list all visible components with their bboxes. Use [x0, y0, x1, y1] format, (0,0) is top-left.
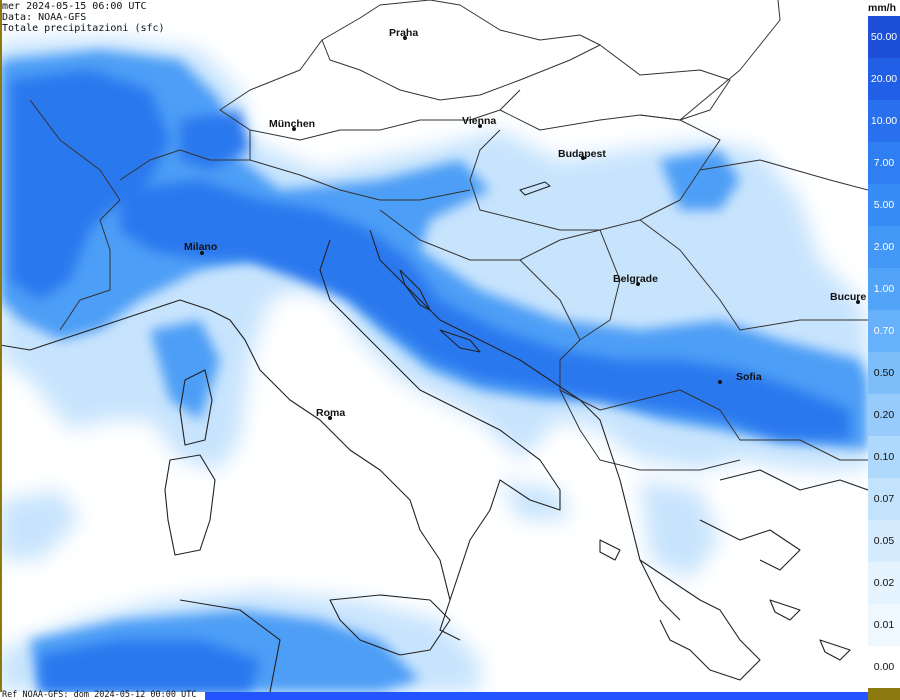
city-label-roma: Roma — [316, 407, 345, 419]
city-dot-sofia — [718, 380, 722, 384]
city-dot-bucure — [856, 300, 860, 304]
legend-level-50-00: 50.00 — [868, 16, 900, 58]
field-name: Totale precipitazioni (sfc) — [2, 23, 165, 34]
city-label-praha: Praha — [389, 27, 418, 39]
legend-level-20-00: 20.00 — [868, 58, 900, 100]
legend-level-0-07: 0.07 — [868, 478, 900, 520]
legend-level-0-10: 0.10 — [868, 436, 900, 478]
legend-level-0-05: 0.05 — [868, 520, 900, 562]
legend-level-0-50: 0.50 — [868, 352, 900, 394]
legend-level-0-02: 0.02 — [868, 562, 900, 604]
left-frame-strip — [0, 0, 2, 700]
footer-corner — [868, 688, 900, 700]
legend-level-7-00: 7.00 — [868, 142, 900, 184]
city-dot-munchen — [292, 127, 296, 131]
precipitation-map: Praha München Vienna Budapest Milano Bel… — [0, 0, 868, 692]
footer-bar — [0, 692, 900, 700]
city-dot-praha — [403, 36, 407, 40]
city-dot-roma — [328, 416, 332, 420]
city-dot-budapest — [581, 156, 585, 160]
city-markers: Praha München Vienna Budapest Milano Bel… — [184, 27, 866, 420]
coastlines — [0, 181, 868, 692]
legend-level-5-00: 5.00 — [868, 184, 900, 226]
legend-level-0-70: 0.70 — [868, 310, 900, 352]
city-label-milano: Milano — [184, 241, 217, 253]
legend-level-0-00: 0.00 — [868, 646, 900, 688]
legend-level-0-01: 0.01 — [868, 604, 900, 646]
reference-run: Ref NOAA-GFS: dom 2024-05-12 00:00 UTC — [2, 690, 197, 700]
legend-level-0-20: 0.20 — [868, 394, 900, 436]
color-legend: mm/h 50.00 20.00 10.00 7.00 5.00 2.00 1.00 0.70… — [868, 0, 900, 692]
city-dot-milano — [200, 251, 204, 255]
legend-level-10-00: 10.00 — [868, 100, 900, 142]
city-dot-vienna — [478, 124, 482, 128]
country-borders — [29, 0, 868, 471]
data-source: Data: NOAA-GFS — [2, 12, 87, 23]
city-label-budapest: Budapest — [558, 148, 606, 160]
city-label-sofia: Sofia — [736, 371, 762, 383]
legend-level-2-00: 2.00 — [868, 226, 900, 268]
city-label-munchen: München — [269, 118, 315, 130]
city-label-bucure: Bucure — [830, 291, 866, 303]
legend-level-1-00: 1.00 — [868, 268, 900, 310]
legend-unit: mm/h — [868, 0, 900, 16]
city-label-vienna: Vienna — [462, 115, 496, 127]
forecast-datetime: mer 2024-05-15 06:00 UTC — [2, 1, 147, 12]
city-dot-belgrade — [636, 282, 640, 286]
city-label-belgrade: Belgrade — [613, 273, 658, 285]
footer-label-area — [0, 692, 205, 700]
